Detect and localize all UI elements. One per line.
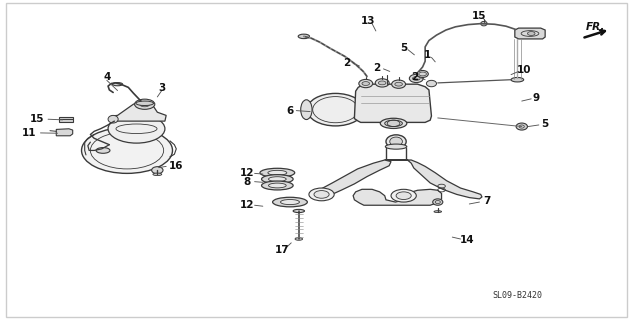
Text: 9: 9 xyxy=(533,93,540,103)
Ellipse shape xyxy=(261,181,293,190)
Ellipse shape xyxy=(480,21,487,26)
Ellipse shape xyxy=(386,135,406,148)
Ellipse shape xyxy=(268,177,286,181)
Text: 3: 3 xyxy=(158,83,165,93)
Text: 2: 2 xyxy=(411,72,418,82)
Ellipse shape xyxy=(301,100,312,120)
Ellipse shape xyxy=(153,173,162,176)
Ellipse shape xyxy=(359,79,373,88)
Ellipse shape xyxy=(390,137,403,146)
Circle shape xyxy=(395,82,403,86)
Circle shape xyxy=(140,102,150,107)
Circle shape xyxy=(391,189,417,202)
Ellipse shape xyxy=(511,77,523,82)
Text: 1: 1 xyxy=(424,51,431,60)
Ellipse shape xyxy=(417,70,429,77)
Text: 16: 16 xyxy=(169,161,184,172)
Circle shape xyxy=(309,188,334,201)
Text: 15: 15 xyxy=(30,114,44,124)
Text: 5: 5 xyxy=(400,43,407,53)
Ellipse shape xyxy=(427,80,437,87)
Text: 14: 14 xyxy=(460,235,474,245)
Text: 5: 5 xyxy=(541,119,549,129)
Text: 7: 7 xyxy=(484,196,491,206)
Ellipse shape xyxy=(280,199,299,204)
Text: 13: 13 xyxy=(361,16,375,27)
Ellipse shape xyxy=(293,209,304,212)
Circle shape xyxy=(396,192,411,199)
Ellipse shape xyxy=(516,123,527,130)
Circle shape xyxy=(108,115,165,143)
Polygon shape xyxy=(56,129,73,136)
Text: 12: 12 xyxy=(240,168,254,178)
Text: 12: 12 xyxy=(240,200,254,210)
Ellipse shape xyxy=(434,211,442,212)
Ellipse shape xyxy=(298,34,310,39)
Text: SL09-B2420: SL09-B2420 xyxy=(492,291,542,300)
Ellipse shape xyxy=(433,199,443,205)
Ellipse shape xyxy=(385,120,403,126)
Text: 2: 2 xyxy=(343,58,351,68)
Ellipse shape xyxy=(392,80,406,88)
Text: 17: 17 xyxy=(275,245,289,255)
Ellipse shape xyxy=(295,238,303,240)
Polygon shape xyxy=(311,160,391,199)
Ellipse shape xyxy=(385,144,407,149)
Text: 15: 15 xyxy=(472,11,487,21)
Ellipse shape xyxy=(268,183,286,188)
Ellipse shape xyxy=(136,101,154,106)
Polygon shape xyxy=(354,84,432,123)
Text: FR.: FR. xyxy=(586,22,605,32)
Text: 10: 10 xyxy=(517,65,531,75)
Ellipse shape xyxy=(268,170,287,175)
Polygon shape xyxy=(515,28,545,39)
Ellipse shape xyxy=(113,83,123,86)
Ellipse shape xyxy=(375,79,389,87)
Ellipse shape xyxy=(96,148,110,153)
Ellipse shape xyxy=(108,116,118,123)
Circle shape xyxy=(527,32,535,36)
Circle shape xyxy=(82,127,173,173)
Ellipse shape xyxy=(410,74,423,83)
Bar xyxy=(59,117,73,122)
Text: 6: 6 xyxy=(286,106,294,116)
Polygon shape xyxy=(385,160,482,199)
Circle shape xyxy=(314,191,329,198)
Text: 2: 2 xyxy=(373,63,381,73)
Polygon shape xyxy=(111,101,166,121)
Ellipse shape xyxy=(307,93,364,126)
Circle shape xyxy=(135,99,155,109)
Ellipse shape xyxy=(261,175,293,184)
Circle shape xyxy=(379,81,386,85)
Ellipse shape xyxy=(260,168,295,177)
Circle shape xyxy=(362,82,370,85)
Text: 8: 8 xyxy=(244,177,251,187)
Ellipse shape xyxy=(152,167,163,174)
Text: 11: 11 xyxy=(22,128,36,138)
Text: 4: 4 xyxy=(103,72,111,82)
Ellipse shape xyxy=(273,197,308,207)
Polygon shape xyxy=(353,189,442,205)
Ellipse shape xyxy=(380,118,407,128)
